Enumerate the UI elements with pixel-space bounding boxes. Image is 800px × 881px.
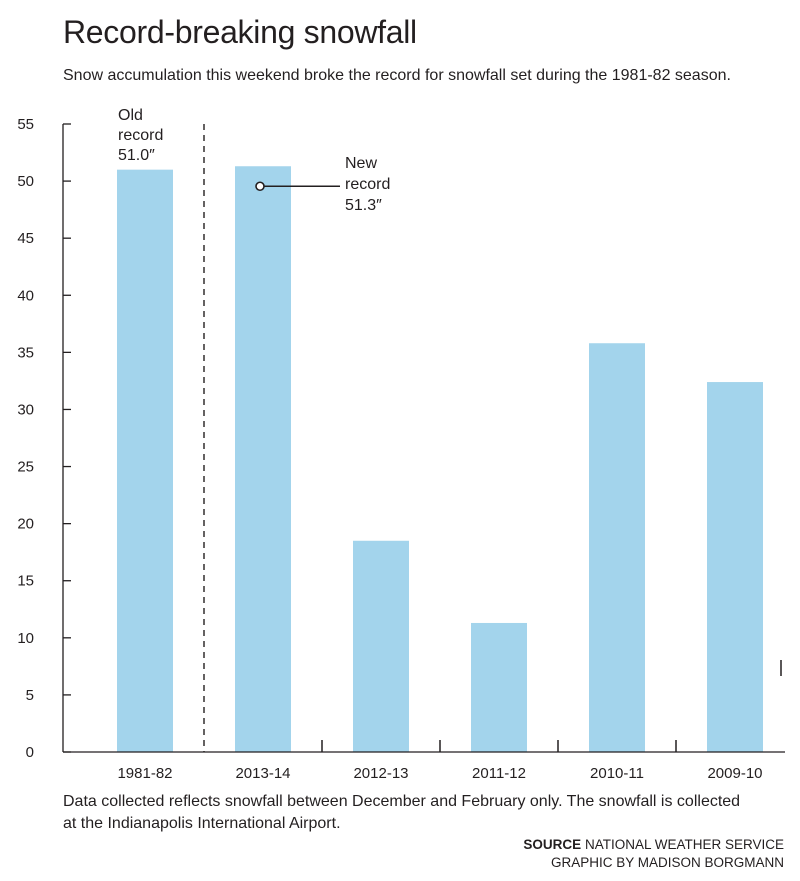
graphic-credit: GRAPHIC BY MADISON BORGMANN bbox=[550, 855, 784, 870]
source-label: SOURCE bbox=[523, 837, 582, 852]
y-tick-label-35: 35 bbox=[17, 344, 34, 361]
chart-subtitle: Snow accumulation this weekend broke the… bbox=[63, 67, 731, 84]
old-record-label-line-1: Old bbox=[118, 107, 143, 124]
bar-2011-12 bbox=[471, 622, 527, 752]
y-tick-label-55: 55 bbox=[17, 116, 34, 133]
old-record-label-line-3: 51.0″ bbox=[118, 147, 155, 164]
chart-footnote: Data collected reflects snowfall between… bbox=[63, 793, 741, 832]
y-tick-label-5: 5 bbox=[26, 687, 34, 704]
new-record-label-line-2: record bbox=[345, 176, 390, 193]
x-tick-label-2011-12: 2011-12 bbox=[472, 765, 526, 782]
bar-2010-11 bbox=[589, 343, 645, 752]
x-tick-label-2013-14: 2013-14 bbox=[235, 765, 290, 782]
bar-1981-82 bbox=[117, 169, 173, 752]
new-record-marker bbox=[255, 181, 265, 192]
x-tick-label-1981-82: 1981-82 bbox=[117, 765, 172, 782]
y-tick-label-25: 25 bbox=[17, 459, 34, 476]
new-record-label-line-3: 51.3″ bbox=[345, 197, 382, 214]
source-text: NATIONAL WEATHER SERVICE bbox=[584, 837, 784, 852]
new-record-label-line-1: New bbox=[345, 155, 377, 172]
y-tick-label-10: 10 bbox=[17, 630, 34, 647]
chart-title: Record-breaking snowfall bbox=[63, 14, 417, 50]
bar-2013-14 bbox=[235, 166, 291, 753]
y-tick-label-45: 45 bbox=[17, 230, 34, 247]
x-tick-label-2012-13: 2012-13 bbox=[353, 765, 408, 782]
bar-2012-13 bbox=[353, 540, 409, 752]
y-tick-label-50: 50 bbox=[17, 173, 34, 190]
credits: SOURCE NATIONAL WEATHER SERVICE GRAPHIC … bbox=[523, 836, 784, 872]
y-tick-label-20: 20 bbox=[17, 516, 34, 533]
x-tick-label-2010-11: 2010-11 bbox=[590, 765, 644, 782]
x-tick-label-2009-10: 2009-10 bbox=[707, 765, 762, 782]
y-tick-label-15: 15 bbox=[17, 573, 34, 590]
y-tick-label-40: 40 bbox=[17, 287, 34, 304]
y-tick-label-0: 0 bbox=[26, 744, 34, 761]
old-record-label-line-2: record bbox=[118, 127, 163, 144]
source-line: SOURCE NATIONAL WEATHER SERVICE bbox=[523, 836, 784, 854]
y-tick-label-30: 30 bbox=[17, 401, 34, 418]
bar-chart: 0 5 10 15 20 25 30 35 40 45 50 55 1981-82 2013-14 2012… bbox=[17, 107, 785, 782]
bar-2009-10 bbox=[707, 382, 763, 752]
